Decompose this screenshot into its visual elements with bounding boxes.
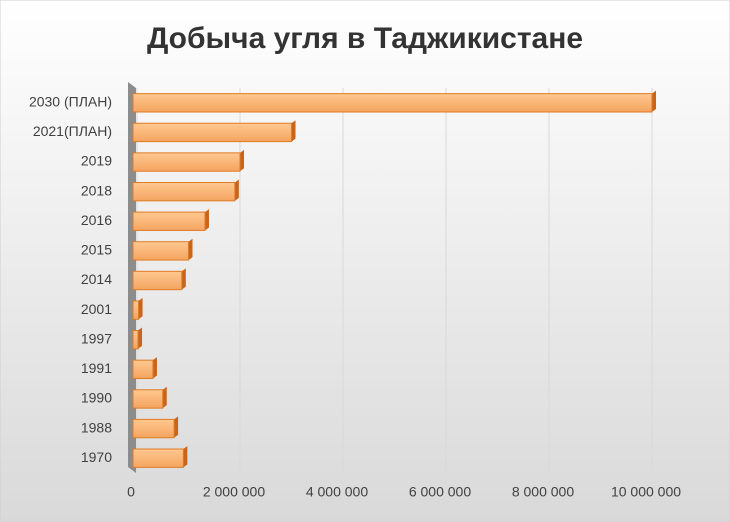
x-tick-label: 4 000 000 (306, 484, 368, 500)
bar (132, 418, 175, 439)
y-tick-label: 2021(ПЛАН) (33, 123, 112, 139)
bar-side (291, 120, 296, 142)
y-tick-label: 1988 (81, 419, 112, 435)
bar-side (181, 268, 186, 290)
x-tick-label: 2 000 000 (203, 484, 265, 500)
x-tick-label: 8 000 000 (512, 484, 574, 500)
bar-side (234, 179, 239, 201)
bar (132, 181, 236, 202)
y-tick-label: 2014 (81, 271, 112, 287)
bar-side (152, 357, 157, 379)
bar (132, 122, 292, 143)
chart-title: Добыча угля в Таджикистане (147, 22, 583, 55)
y-tick-label: 1997 (81, 330, 112, 346)
bar (132, 152, 241, 172)
y-tick-label: 2016 (81, 212, 112, 228)
bar-side (174, 416, 179, 438)
y-tick-label: 2015 (81, 242, 112, 258)
y-tick-label: 2018 (81, 182, 112, 198)
bar (132, 330, 139, 350)
bar (132, 270, 183, 291)
y-tick-label: 1990 (81, 390, 112, 406)
bar-side (138, 297, 143, 320)
bar-side (240, 149, 244, 172)
bar-side (188, 238, 193, 261)
bar-side (138, 327, 143, 349)
x-tick-label: 0 (127, 484, 135, 500)
bar (132, 300, 140, 320)
bar-side (204, 209, 209, 231)
x-tick-label: 6 000 000 (409, 484, 471, 500)
bar-side (652, 90, 656, 112)
bar (132, 359, 154, 380)
y-tick-label: 2030 (ПЛАН) (29, 94, 112, 110)
bar-side (162, 386, 167, 409)
x-tick-label: 10 000 000 (611, 484, 681, 500)
bar (132, 211, 206, 231)
bar (132, 448, 184, 468)
bar (132, 389, 164, 409)
bar (132, 241, 189, 261)
bar-side (183, 446, 188, 468)
y-tick-label: 1970 (81, 449, 112, 465)
y-tick-label: 2001 (81, 301, 112, 317)
bar (132, 93, 653, 113)
y-tick-label: 1991 (81, 360, 112, 376)
y-tick-label: 2019 (81, 153, 112, 169)
